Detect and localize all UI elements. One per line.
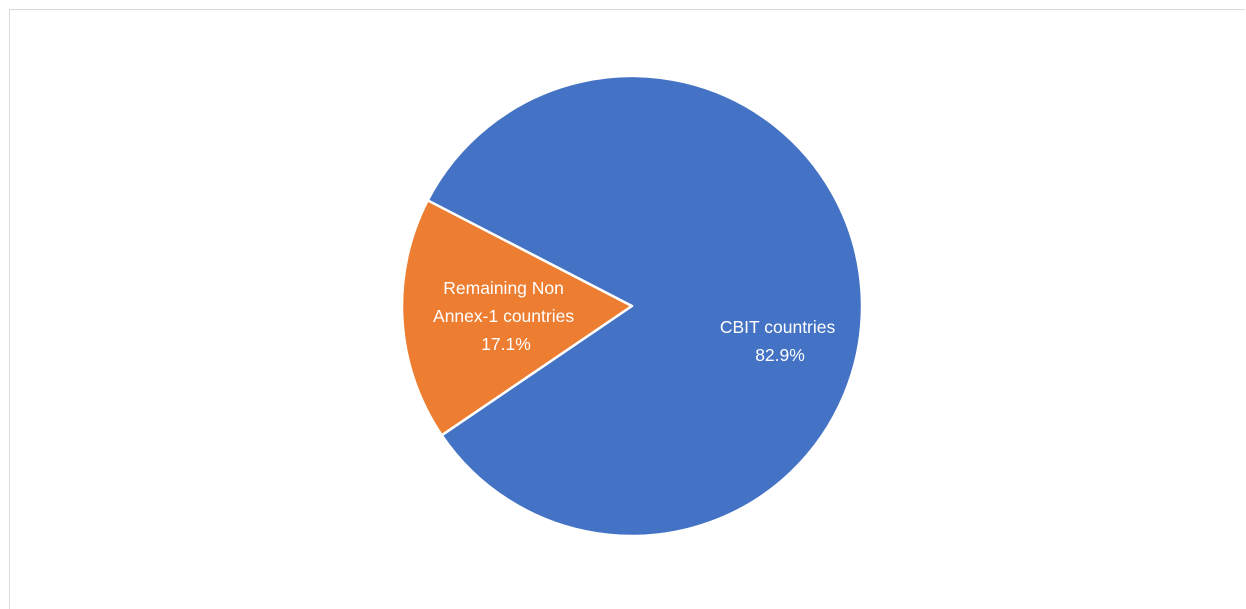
pie-slices	[400, 74, 864, 538]
pie-labels: CBIT countries 82.9% Remaining Non Annex…	[433, 278, 840, 365]
slice-label-remaining-percent: 17.1%	[481, 334, 531, 354]
slice-label-cbit: CBIT countries 82.9%	[720, 317, 840, 365]
slice-label-remaining: Remaining Non Annex-1 countries 17.1%	[433, 278, 579, 354]
slice-label-remaining-name-line2: Annex-1 countries	[433, 306, 574, 326]
pie-slice-remaining	[400, 199, 634, 437]
slice-label-cbit-name: CBIT countries	[720, 317, 836, 337]
pie-slice-cbit	[426, 74, 864, 538]
slice-label-remaining-name-line1: Remaining Non	[443, 278, 564, 298]
slice-label-cbit-percent: 82.9%	[755, 345, 805, 365]
